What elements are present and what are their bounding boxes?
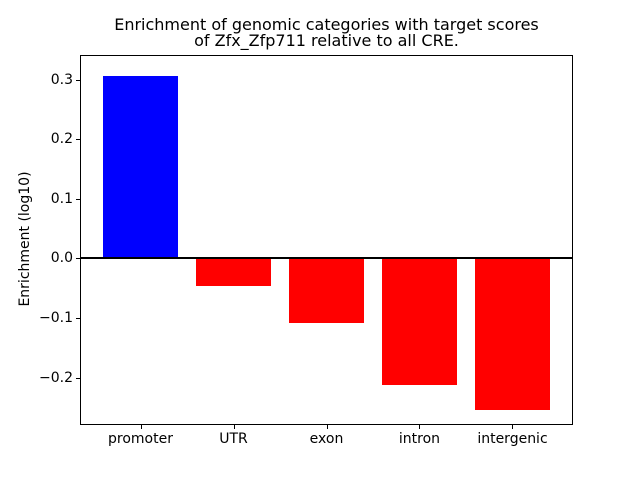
y-tick-mark [76,139,80,141]
x-tick-label-promoter: promoter [108,431,173,447]
x-tick-label-intergenic: intergenic [477,431,548,447]
x-tick-label-UTR: UTR [219,431,248,447]
y-tick-label: 0.0 [50,250,73,267]
bar-intron [382,258,457,385]
x-tick-label-exon: exon [309,431,344,447]
y-tick-label: −0.1 [39,310,73,326]
bar-exon [289,258,364,323]
chart-title: Enrichment of genomic categories with ta… [114,15,539,50]
bar-promoter [103,75,178,259]
bar-UTR [196,258,271,286]
x-tick-mark [419,425,421,429]
y-tick-label: −0.2 [39,369,73,386]
y-tick-mark [76,318,80,319]
bar-intergenic [475,258,550,410]
x-tick-mark [233,425,235,429]
x-tick-label-intron: intron [398,431,441,447]
y-tick-label: 0.3 [50,71,73,88]
y-tick-mark [76,377,80,379]
y-tick-mark [76,258,80,260]
plot-area [80,55,573,425]
y-tick-label: 0.2 [50,131,73,148]
y-tick-mark [76,79,80,81]
x-tick-mark [140,425,142,429]
x-tick-mark [326,425,328,429]
y-tick-mark [76,198,80,200]
y-tick-label: 0.1 [50,190,73,207]
x-tick-mark [512,425,514,429]
zero-line [81,257,572,260]
